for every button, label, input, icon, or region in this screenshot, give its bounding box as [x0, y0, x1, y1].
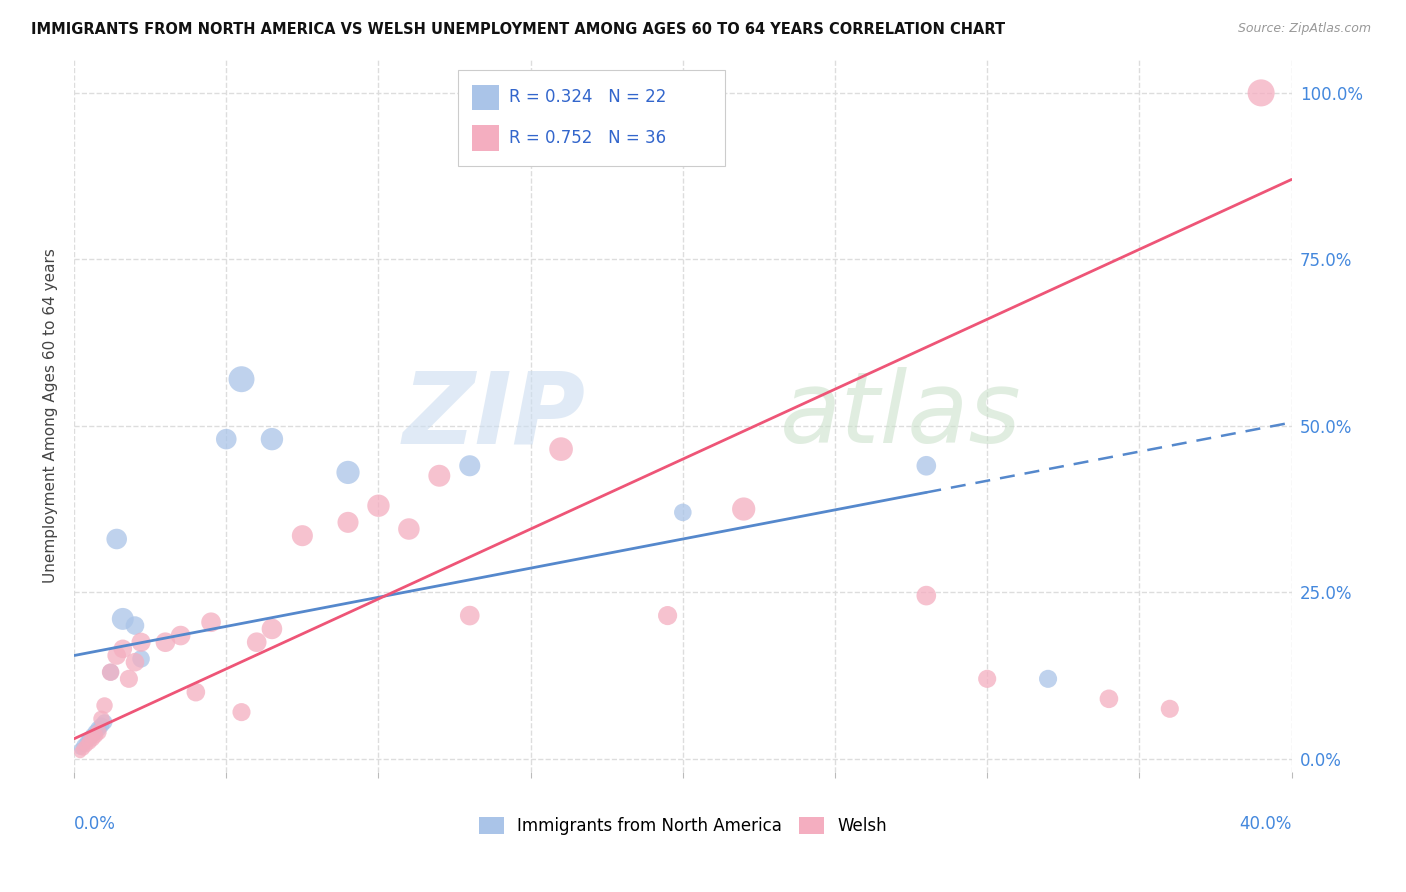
FancyBboxPatch shape: [472, 85, 499, 111]
Point: [93, 698, 115, 713]
Point: [337, 466, 360, 480]
Point: [458, 458, 481, 473]
Point: [337, 516, 360, 530]
Point: [72, 741, 94, 756]
Point: [79, 735, 101, 749]
Point: [129, 635, 152, 649]
Point: [672, 505, 695, 519]
Point: [291, 529, 314, 543]
Point: [129, 652, 152, 666]
Point: [733, 502, 755, 516]
Point: [231, 705, 253, 719]
Point: [1036, 672, 1059, 686]
Point: [82, 728, 104, 742]
Point: [1159, 702, 1181, 716]
Point: [111, 612, 134, 626]
Point: [90, 712, 112, 726]
Point: [458, 608, 481, 623]
Point: [1098, 691, 1121, 706]
Point: [215, 432, 238, 446]
Text: R = 0.324   N = 22: R = 0.324 N = 22: [509, 88, 666, 106]
Point: [231, 372, 253, 386]
Point: [87, 725, 110, 739]
Point: [105, 648, 128, 663]
Point: [75, 735, 97, 749]
FancyBboxPatch shape: [472, 125, 499, 151]
Point: [260, 622, 283, 636]
Point: [915, 458, 938, 473]
Point: [111, 641, 134, 656]
Point: [105, 532, 128, 546]
Point: [90, 718, 112, 732]
Point: [246, 635, 269, 649]
Point: [69, 741, 91, 756]
Y-axis label: Unemployment Among Ages 60 to 64 years: Unemployment Among Ages 60 to 64 years: [44, 248, 58, 583]
Text: R = 0.752   N = 36: R = 0.752 N = 36: [509, 129, 666, 147]
Point: [69, 745, 91, 759]
Point: [184, 685, 207, 699]
Text: 0.0%: 0.0%: [75, 814, 115, 833]
Point: [657, 608, 679, 623]
Point: [260, 432, 283, 446]
Point: [427, 468, 450, 483]
Text: IMMIGRANTS FROM NORTH AMERICA VS WELSH UNEMPLOYMENT AMONG AGES 60 TO 64 YEARS CO: IMMIGRANTS FROM NORTH AMERICA VS WELSH U…: [31, 22, 1005, 37]
Point: [1250, 86, 1272, 100]
Point: [75, 739, 97, 753]
Text: Source: ZipAtlas.com: Source: ZipAtlas.com: [1237, 22, 1371, 36]
Point: [976, 672, 998, 686]
Point: [100, 665, 122, 680]
Point: [93, 715, 115, 730]
Point: [118, 672, 141, 686]
Text: ZIP: ZIP: [402, 368, 585, 465]
Point: [84, 725, 107, 739]
Point: [367, 499, 389, 513]
Point: [79, 731, 101, 746]
Point: [84, 728, 107, 742]
Point: [72, 739, 94, 753]
Point: [82, 731, 104, 746]
Point: [550, 442, 572, 456]
Point: [100, 665, 122, 680]
Point: [169, 629, 191, 643]
Point: [200, 615, 222, 630]
Point: [398, 522, 420, 536]
Legend: Immigrants from North America, Welsh: Immigrants from North America, Welsh: [479, 817, 887, 835]
Text: atlas: atlas: [780, 368, 1022, 465]
Point: [87, 722, 110, 736]
Point: [124, 655, 146, 669]
Text: 40.0%: 40.0%: [1239, 814, 1292, 833]
Point: [155, 635, 177, 649]
FancyBboxPatch shape: [457, 70, 725, 167]
Point: [915, 589, 938, 603]
Point: [124, 618, 146, 632]
